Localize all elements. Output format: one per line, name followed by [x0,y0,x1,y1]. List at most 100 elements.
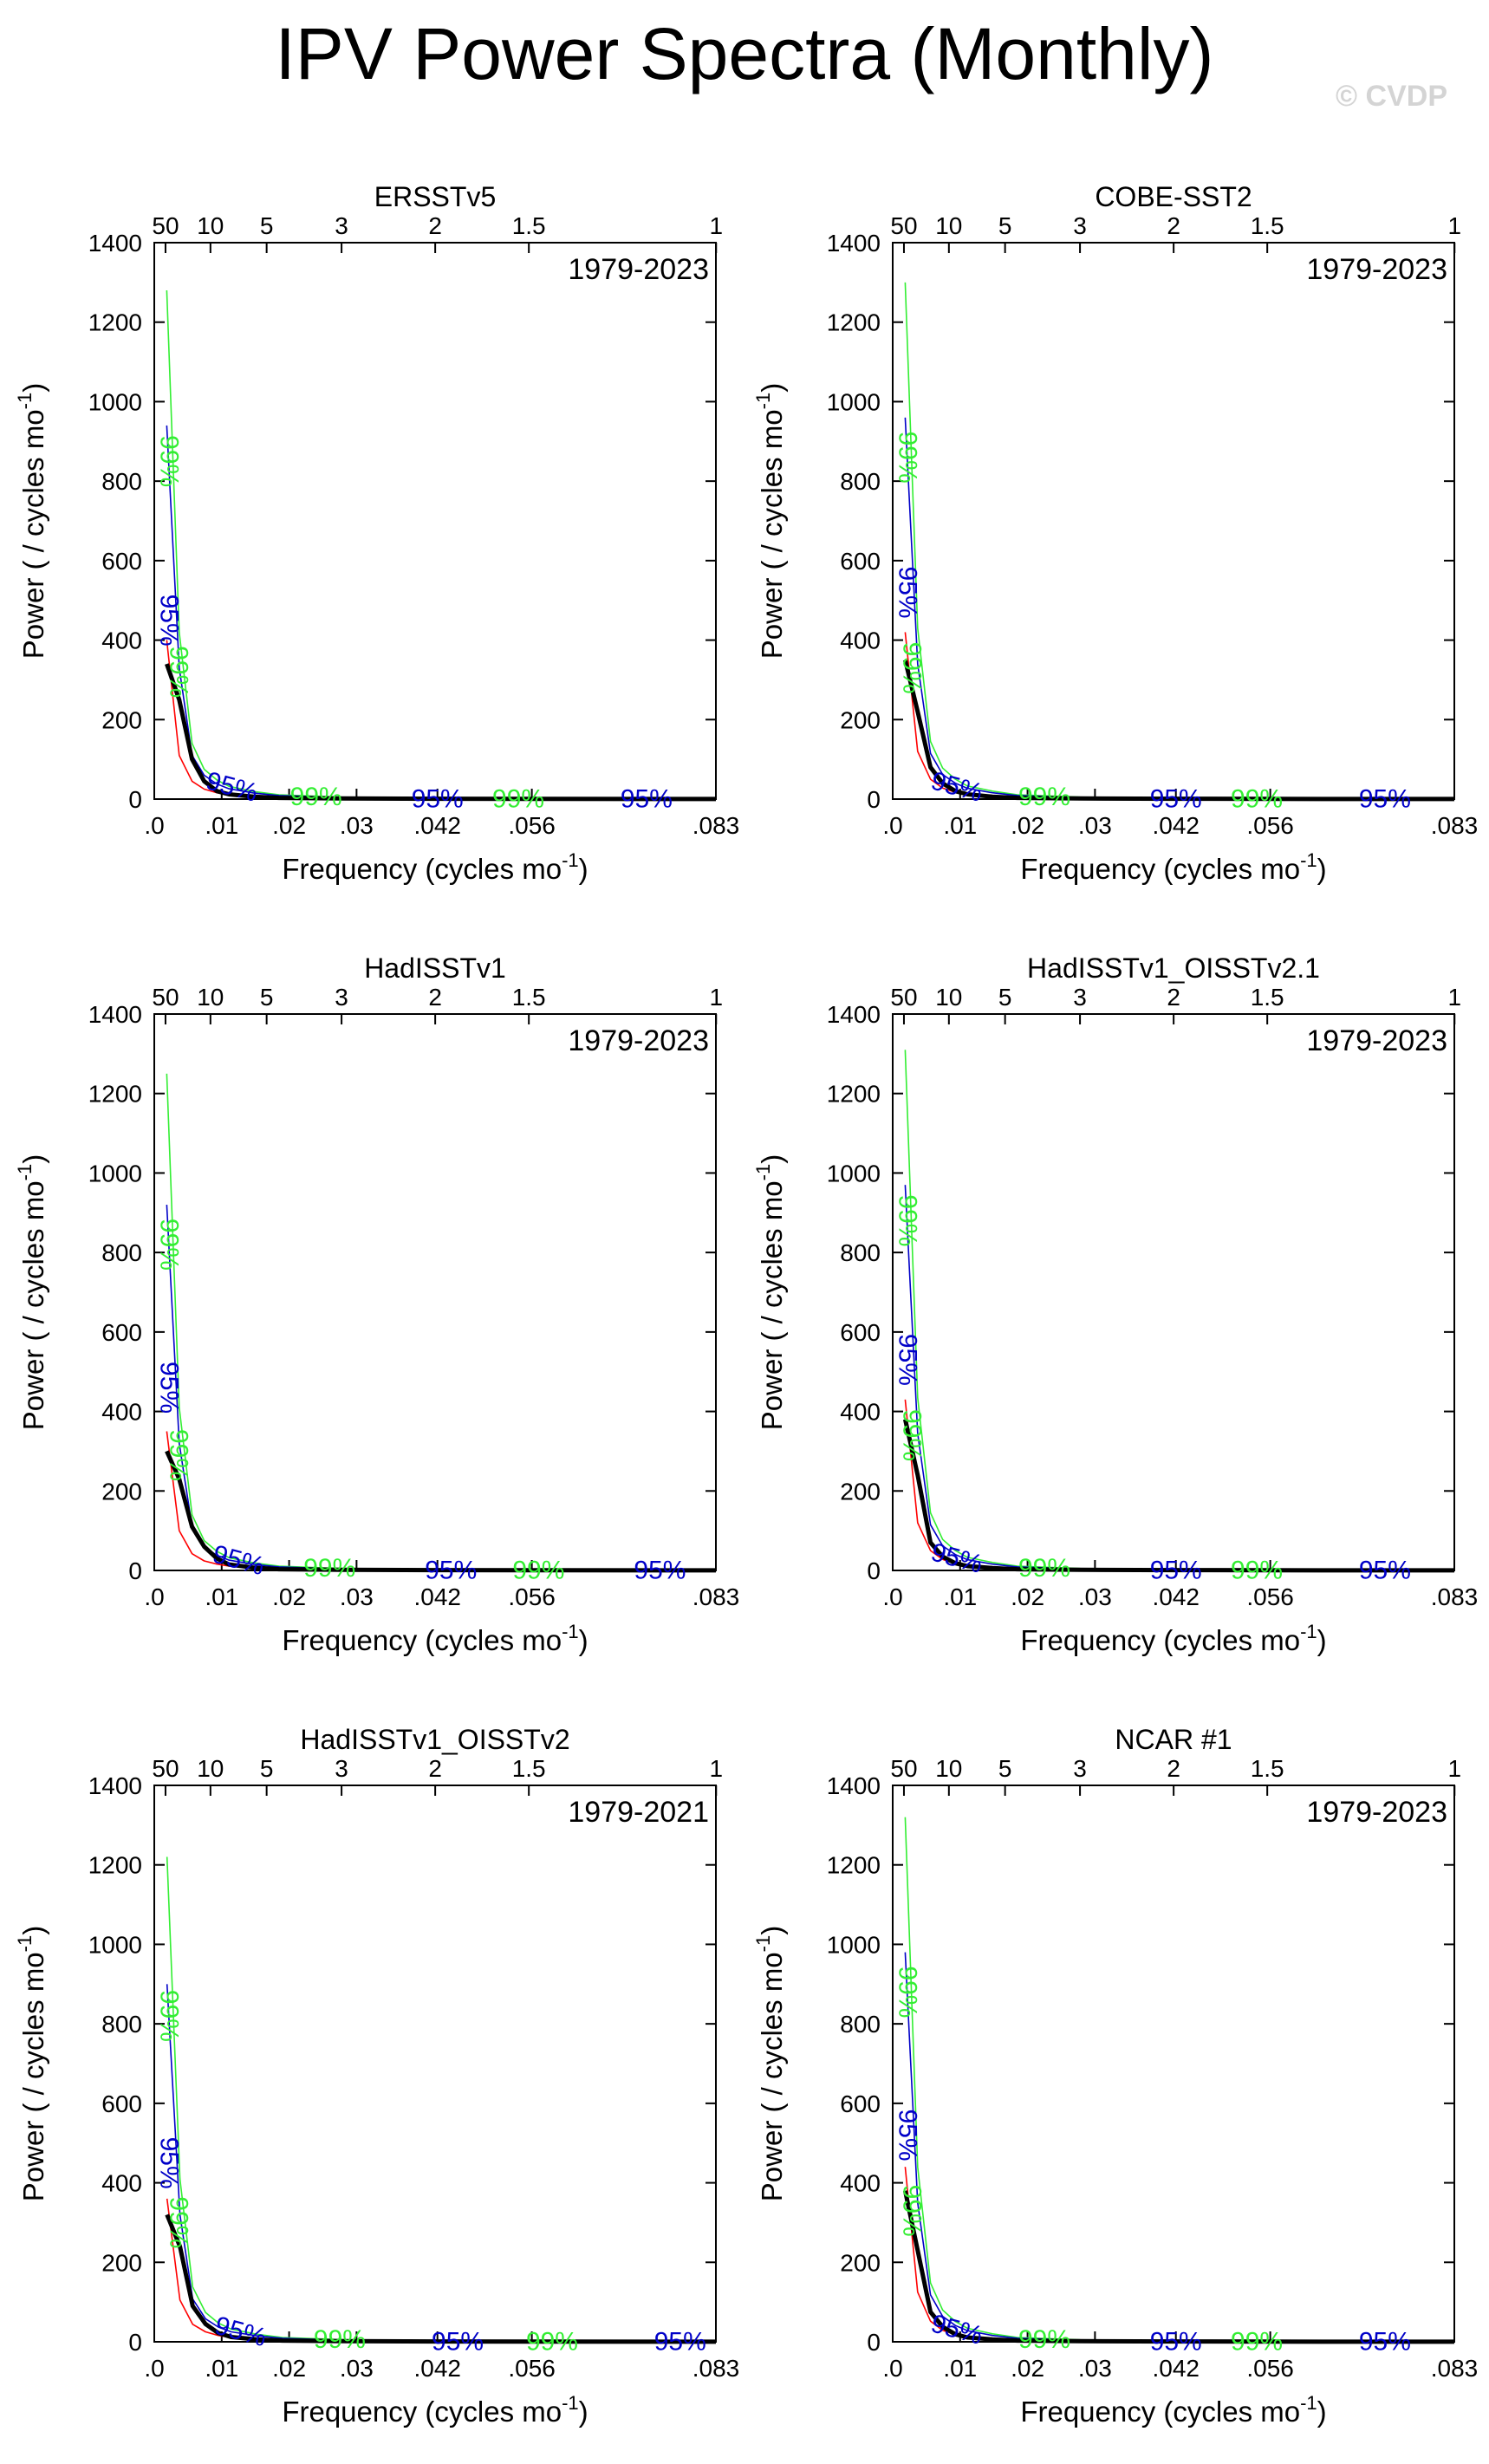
series-ci95 [904,417,1455,800]
top-tick-label: 50 [890,1755,917,1782]
confidence-label: 95% [412,785,464,814]
top-tick-label: 1 [709,1755,723,1782]
series-spectrum [902,659,1455,802]
x-axis-label-text: Frequency (cycles mo [282,853,562,885]
series-ci99 [904,282,1455,800]
x-tick-label: .056 [1246,812,1294,839]
top-tick-label: 50 [152,984,179,1011]
confidence-label: 99% [290,783,342,811]
x-tick-label: .01 [205,1583,238,1610]
x-axis-label-sup: -1 [1300,2392,1317,2414]
confidence-label: 95% [894,2110,922,2162]
x-axis-label-close: ) [579,1624,588,1656]
series-ci95 [166,1984,717,2343]
y-tick-label: 200 [101,2249,142,2276]
top-tick-label: 2 [428,1755,442,1782]
y-tick-label: 800 [101,2011,142,2038]
x-tick-label: .03 [1078,812,1112,839]
confidence-label: 95% [425,1557,477,1585]
top-tick-label: 1 [1447,984,1461,1011]
confidence-label: 99% [1018,1554,1070,1583]
top-tick-label: 1 [1447,1755,1461,1782]
y-axis-label-text: Power ( / cycles mo [756,1952,788,2201]
x-tick-label: .02 [1011,812,1044,839]
x-tick-label: .02 [272,2355,306,2382]
series-ci95 [904,1185,1455,1571]
series-red-noise [904,2167,1455,2343]
x-axis-label-text: Frequency (cycles mo [1020,853,1300,885]
x-axis-label-text: Frequency (cycles mo [282,2396,562,2428]
x-tick-label: .02 [1011,1583,1044,1610]
y-axis-label-close: ) [17,383,49,393]
confidence-label: 99% [155,1219,184,1271]
confidence-label: 95% [210,1540,268,1581]
x-tick-label: .02 [1011,2355,1044,2382]
x-tick-label: .0 [882,2355,902,2382]
y-tick-label: 600 [101,2090,142,2117]
top-tick-label: 50 [890,984,917,1011]
y-tick-label: 1400 [827,1001,881,1028]
panel-3: HadISSTv1 1979-2023 0 200 400 600 800 1000 1200 1… [14,952,739,1656]
panel-title: HadISSTv1_OISSTv2.1 [1027,952,1320,984]
y-tick-label: 1200 [88,309,142,336]
confidence-label: 95% [1150,1557,1202,1585]
y-tick-label: 600 [840,548,881,575]
series-red-noise [904,632,1455,800]
confidence-label: 99% [165,2196,193,2248]
confidence-label: 95% [432,2328,484,2357]
panel-title: COBE-SST2 [1095,181,1252,212]
confidence-label: 99% [303,1554,355,1583]
top-tick-label: 10 [935,984,962,1011]
confidence-label: 99% [897,1409,926,1461]
top-tick-label: 1 [709,984,723,1011]
top-tick-label: 3 [335,1755,348,1782]
top-tick-label: 50 [152,1755,179,1782]
plot-frame [892,1785,1455,2343]
y-axis-label: Power ( / cycles mo-1) [14,1154,49,1430]
plot-frame [892,242,1455,800]
period-label: 1979-2023 [1306,253,1447,286]
y-axis-label: Power ( / cycles mo-1) [14,383,49,659]
x-tick-label: .03 [340,2355,374,2382]
period-label: 1979-2023 [1306,1024,1447,1057]
figure-title: IPV Power Spectra (Monthly) [275,13,1214,94]
panel-title: ERSSTv5 [374,181,496,212]
y-axis-label-text: Power ( / cycles mo [17,1952,49,2201]
series-ci99 [166,1073,717,1571]
confidence-label: 95% [155,595,184,647]
y-tick-label: 1200 [827,309,881,336]
y-tick-label: 1000 [827,1931,881,1958]
y-tick-label: 1400 [88,230,142,257]
y-tick-label: 0 [128,1557,142,1584]
panel-6: NCAR #1 1979-2023 0 200 400 600 800 1000 1200 140… [752,1724,1478,2428]
x-axis-label-sup: -1 [1300,849,1317,871]
confidence-label: 95% [654,2328,706,2357]
series-spectrum [165,2214,717,2344]
x-tick-label: .0 [144,812,164,839]
y-tick-label: 200 [101,1478,142,1505]
x-axis-label-close: ) [1317,853,1327,885]
series-spectrum [902,2190,1455,2344]
confidence-label: 99% [314,2325,366,2354]
x-axis-label: Frequency (cycles mo-1) [1020,2392,1326,2428]
panel-title: HadISSTv1_OISSTv2 [300,1724,569,1755]
confidence-label: 95% [1150,2328,1202,2357]
y-axis-label-close: ) [17,1926,49,1935]
top-tick-label: 10 [197,212,224,239]
y-tick-label: 1200 [827,1081,881,1108]
y-tick-label: 200 [840,1478,881,1505]
x-axis-label-close: ) [1317,2396,1327,2428]
x-tick-label: .0 [144,2355,164,2382]
top-tick-label: 5 [260,1755,274,1782]
x-tick-label: .03 [1078,2355,1112,2382]
series-ci99 [904,1050,1455,1571]
top-tick-label: 1 [1447,212,1461,239]
confidence-label: 99% [526,2328,578,2357]
confidence-label: 95% [894,567,922,619]
x-tick-label: .083 [1431,1583,1479,1610]
confidence-label: 95% [928,2310,986,2350]
x-axis-label-sup: -1 [562,849,579,871]
x-axis-label-sup: -1 [1300,1621,1317,1642]
x-tick-label: .083 [692,2355,740,2382]
confidence-label: 99% [1018,2325,1070,2354]
